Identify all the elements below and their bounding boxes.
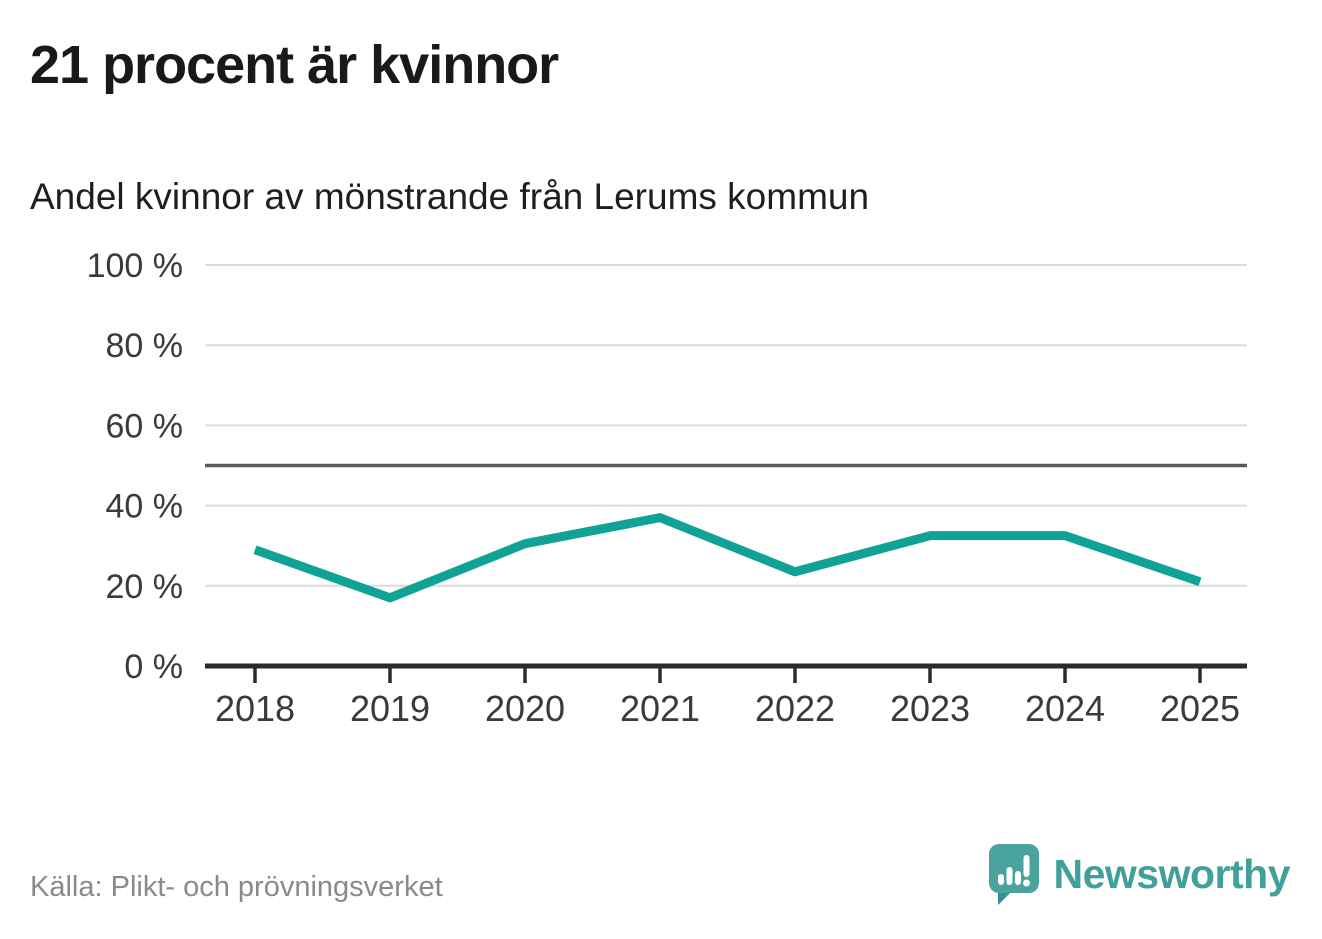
- chart-title: 21 procent är kvinnor: [30, 35, 559, 95]
- x-axis-tick-label: 2020: [485, 688, 565, 729]
- x-axis-tick-label: 2018: [215, 688, 295, 729]
- y-axis-tick-label: 40 %: [106, 488, 184, 526]
- newsworthy-logo-icon: [988, 843, 1040, 905]
- y-axis-tick-label: 20 %: [106, 568, 184, 606]
- x-axis-tick-label: 2022: [755, 688, 835, 729]
- y-axis-tick-label: 100 %: [87, 247, 183, 285]
- y-axis-tick-label: 60 %: [106, 407, 184, 445]
- chart-subtitle: Andel kvinnor av mönstrande från Lerums …: [30, 176, 870, 217]
- brand-logo: Newsworthy: [988, 843, 1291, 905]
- x-axis-tick-label: 2023: [890, 688, 970, 729]
- data-line-andel-kvinnor: [253, 513, 1202, 603]
- x-axis-tick-label: 2021: [620, 688, 700, 729]
- brand-name: Newsworthy: [1053, 850, 1291, 897]
- y-axis-tick-label: 80 %: [106, 327, 184, 365]
- y-axis-tick-label: 0 %: [124, 648, 183, 686]
- x-axis-tick-label: 2025: [1160, 688, 1240, 729]
- source-text: Källa: Plikt- och prövningsverket: [30, 871, 443, 903]
- x-axis-tick-label: 2019: [350, 688, 430, 729]
- x-axis-tick-label: 2024: [1025, 688, 1105, 729]
